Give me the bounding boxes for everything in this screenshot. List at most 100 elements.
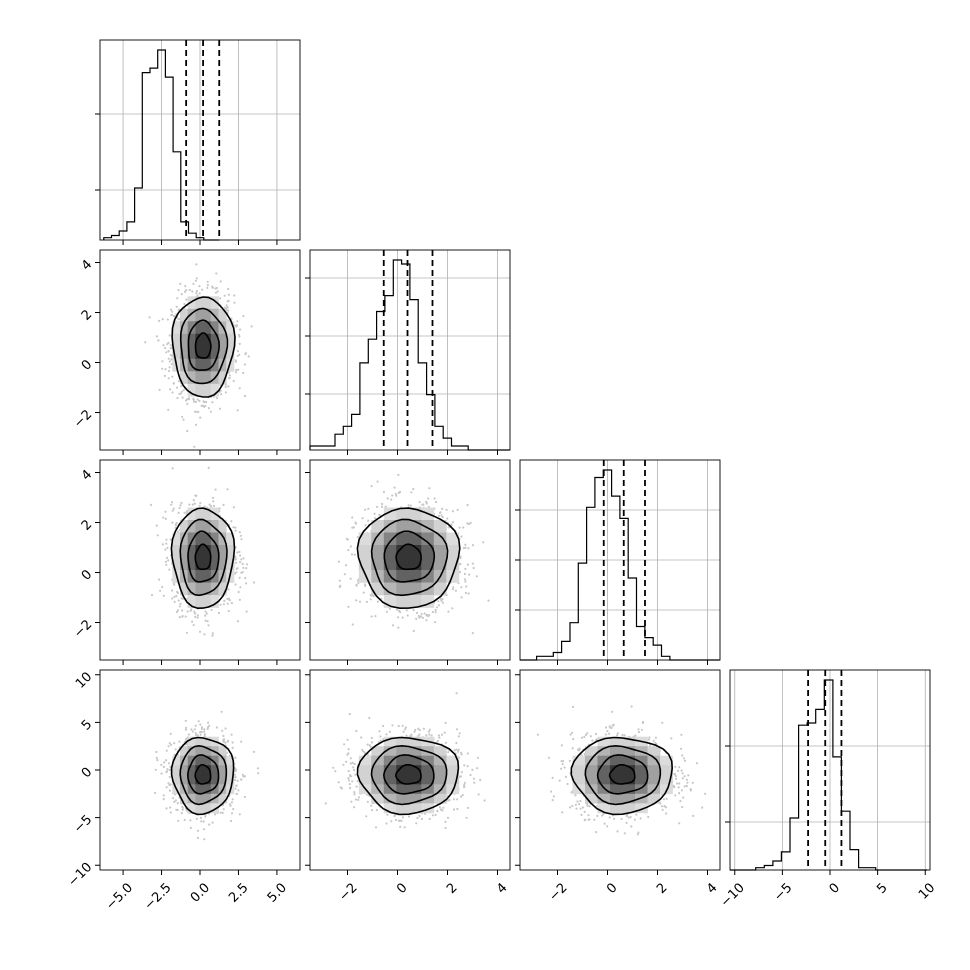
density-cell xyxy=(358,774,372,785)
density-cell xyxy=(203,736,212,747)
x-tick-label: 0.0 xyxy=(188,880,213,905)
density-cell xyxy=(383,774,397,785)
density-cell xyxy=(383,582,397,596)
density-cell xyxy=(383,532,397,546)
density-cell xyxy=(383,784,397,795)
density-cell xyxy=(172,321,181,335)
density-cell xyxy=(195,746,204,757)
density-cell xyxy=(210,358,219,372)
contour-line xyxy=(171,296,236,398)
density-cell xyxy=(172,333,181,347)
density-cell xyxy=(421,545,435,558)
density-cell xyxy=(195,296,204,310)
density-cell xyxy=(187,346,196,360)
density-cell xyxy=(187,333,196,347)
contour-line xyxy=(186,754,220,795)
density-cell xyxy=(585,746,598,757)
density-cell xyxy=(421,532,435,546)
density-cell xyxy=(218,371,227,385)
density-cell xyxy=(635,765,648,776)
density-cell xyxy=(203,784,212,795)
density-cell xyxy=(383,793,397,804)
density-cell xyxy=(226,358,235,372)
density-cell xyxy=(647,774,661,785)
density-cell xyxy=(396,774,410,785)
density-cell xyxy=(371,520,385,533)
density-cell xyxy=(446,765,460,776)
panel-content xyxy=(153,710,260,841)
density-cell xyxy=(203,746,212,757)
y-tick-label: 4 xyxy=(79,467,95,483)
density-cell xyxy=(396,746,410,757)
x-tick-label: 2.5 xyxy=(226,880,251,905)
density-cell xyxy=(572,765,586,776)
x-tick-label: 4 xyxy=(704,880,720,896)
contour-line xyxy=(194,543,212,571)
density-cell xyxy=(180,520,189,533)
density-cell xyxy=(195,507,204,521)
density-cell xyxy=(408,774,422,785)
density-cell xyxy=(421,803,435,814)
density-cell xyxy=(187,296,196,310)
density-cell xyxy=(218,545,227,558)
density-cell xyxy=(421,570,435,583)
density-cell xyxy=(622,755,636,766)
x-tick-label: −2 xyxy=(546,880,570,904)
density-cell xyxy=(203,296,212,310)
contour-line xyxy=(170,507,236,610)
density-cell xyxy=(187,308,196,322)
density-cell xyxy=(433,557,447,571)
density-cell xyxy=(433,765,447,776)
density-cell xyxy=(195,736,204,747)
density-cell xyxy=(433,545,447,558)
density-cell xyxy=(187,582,196,596)
density-cell xyxy=(660,774,673,785)
density-cell xyxy=(226,532,235,546)
x-tick-label: 5.0 xyxy=(265,880,290,905)
density-cell xyxy=(597,803,611,814)
density-cell xyxy=(371,755,385,766)
density-cell xyxy=(371,765,385,776)
density-cell xyxy=(218,557,227,571)
density-cell xyxy=(610,803,623,814)
density-cell xyxy=(383,755,397,766)
density-cell xyxy=(622,793,636,804)
density-cell xyxy=(195,308,204,322)
density-cell xyxy=(195,333,204,347)
density-cell xyxy=(195,793,204,804)
density-cell xyxy=(585,755,598,766)
density-cell xyxy=(622,774,636,785)
density-cell xyxy=(210,803,219,814)
density-cell xyxy=(635,803,648,814)
x-tick-label: −10 xyxy=(718,880,748,910)
x-tick-label: 0 xyxy=(604,880,620,896)
density-cell xyxy=(195,755,204,766)
density-cell xyxy=(585,765,598,776)
density-cell xyxy=(187,755,196,766)
density-cell xyxy=(195,346,204,360)
density-cell xyxy=(203,803,212,814)
contour-line xyxy=(170,736,235,816)
contour-line xyxy=(194,764,212,785)
density-cell xyxy=(622,736,636,747)
density-cell xyxy=(597,784,611,795)
density-cell xyxy=(180,746,189,757)
density-cell xyxy=(433,582,447,596)
density-cell xyxy=(396,520,410,533)
x-tick-label: 0 xyxy=(827,880,843,896)
density-cell xyxy=(195,532,204,546)
density-cell xyxy=(358,532,372,546)
density-cell xyxy=(203,774,212,785)
density-cell xyxy=(210,520,219,533)
contour-line xyxy=(608,764,636,785)
density-cell xyxy=(396,736,410,747)
density-cell xyxy=(172,557,181,571)
density-cell xyxy=(180,532,189,546)
density-cell xyxy=(572,755,586,766)
density-cell xyxy=(396,803,410,814)
density-cell xyxy=(203,308,212,322)
density-cell xyxy=(210,321,219,335)
y-tick-label: −5 xyxy=(71,812,95,836)
density-cell xyxy=(622,746,636,757)
